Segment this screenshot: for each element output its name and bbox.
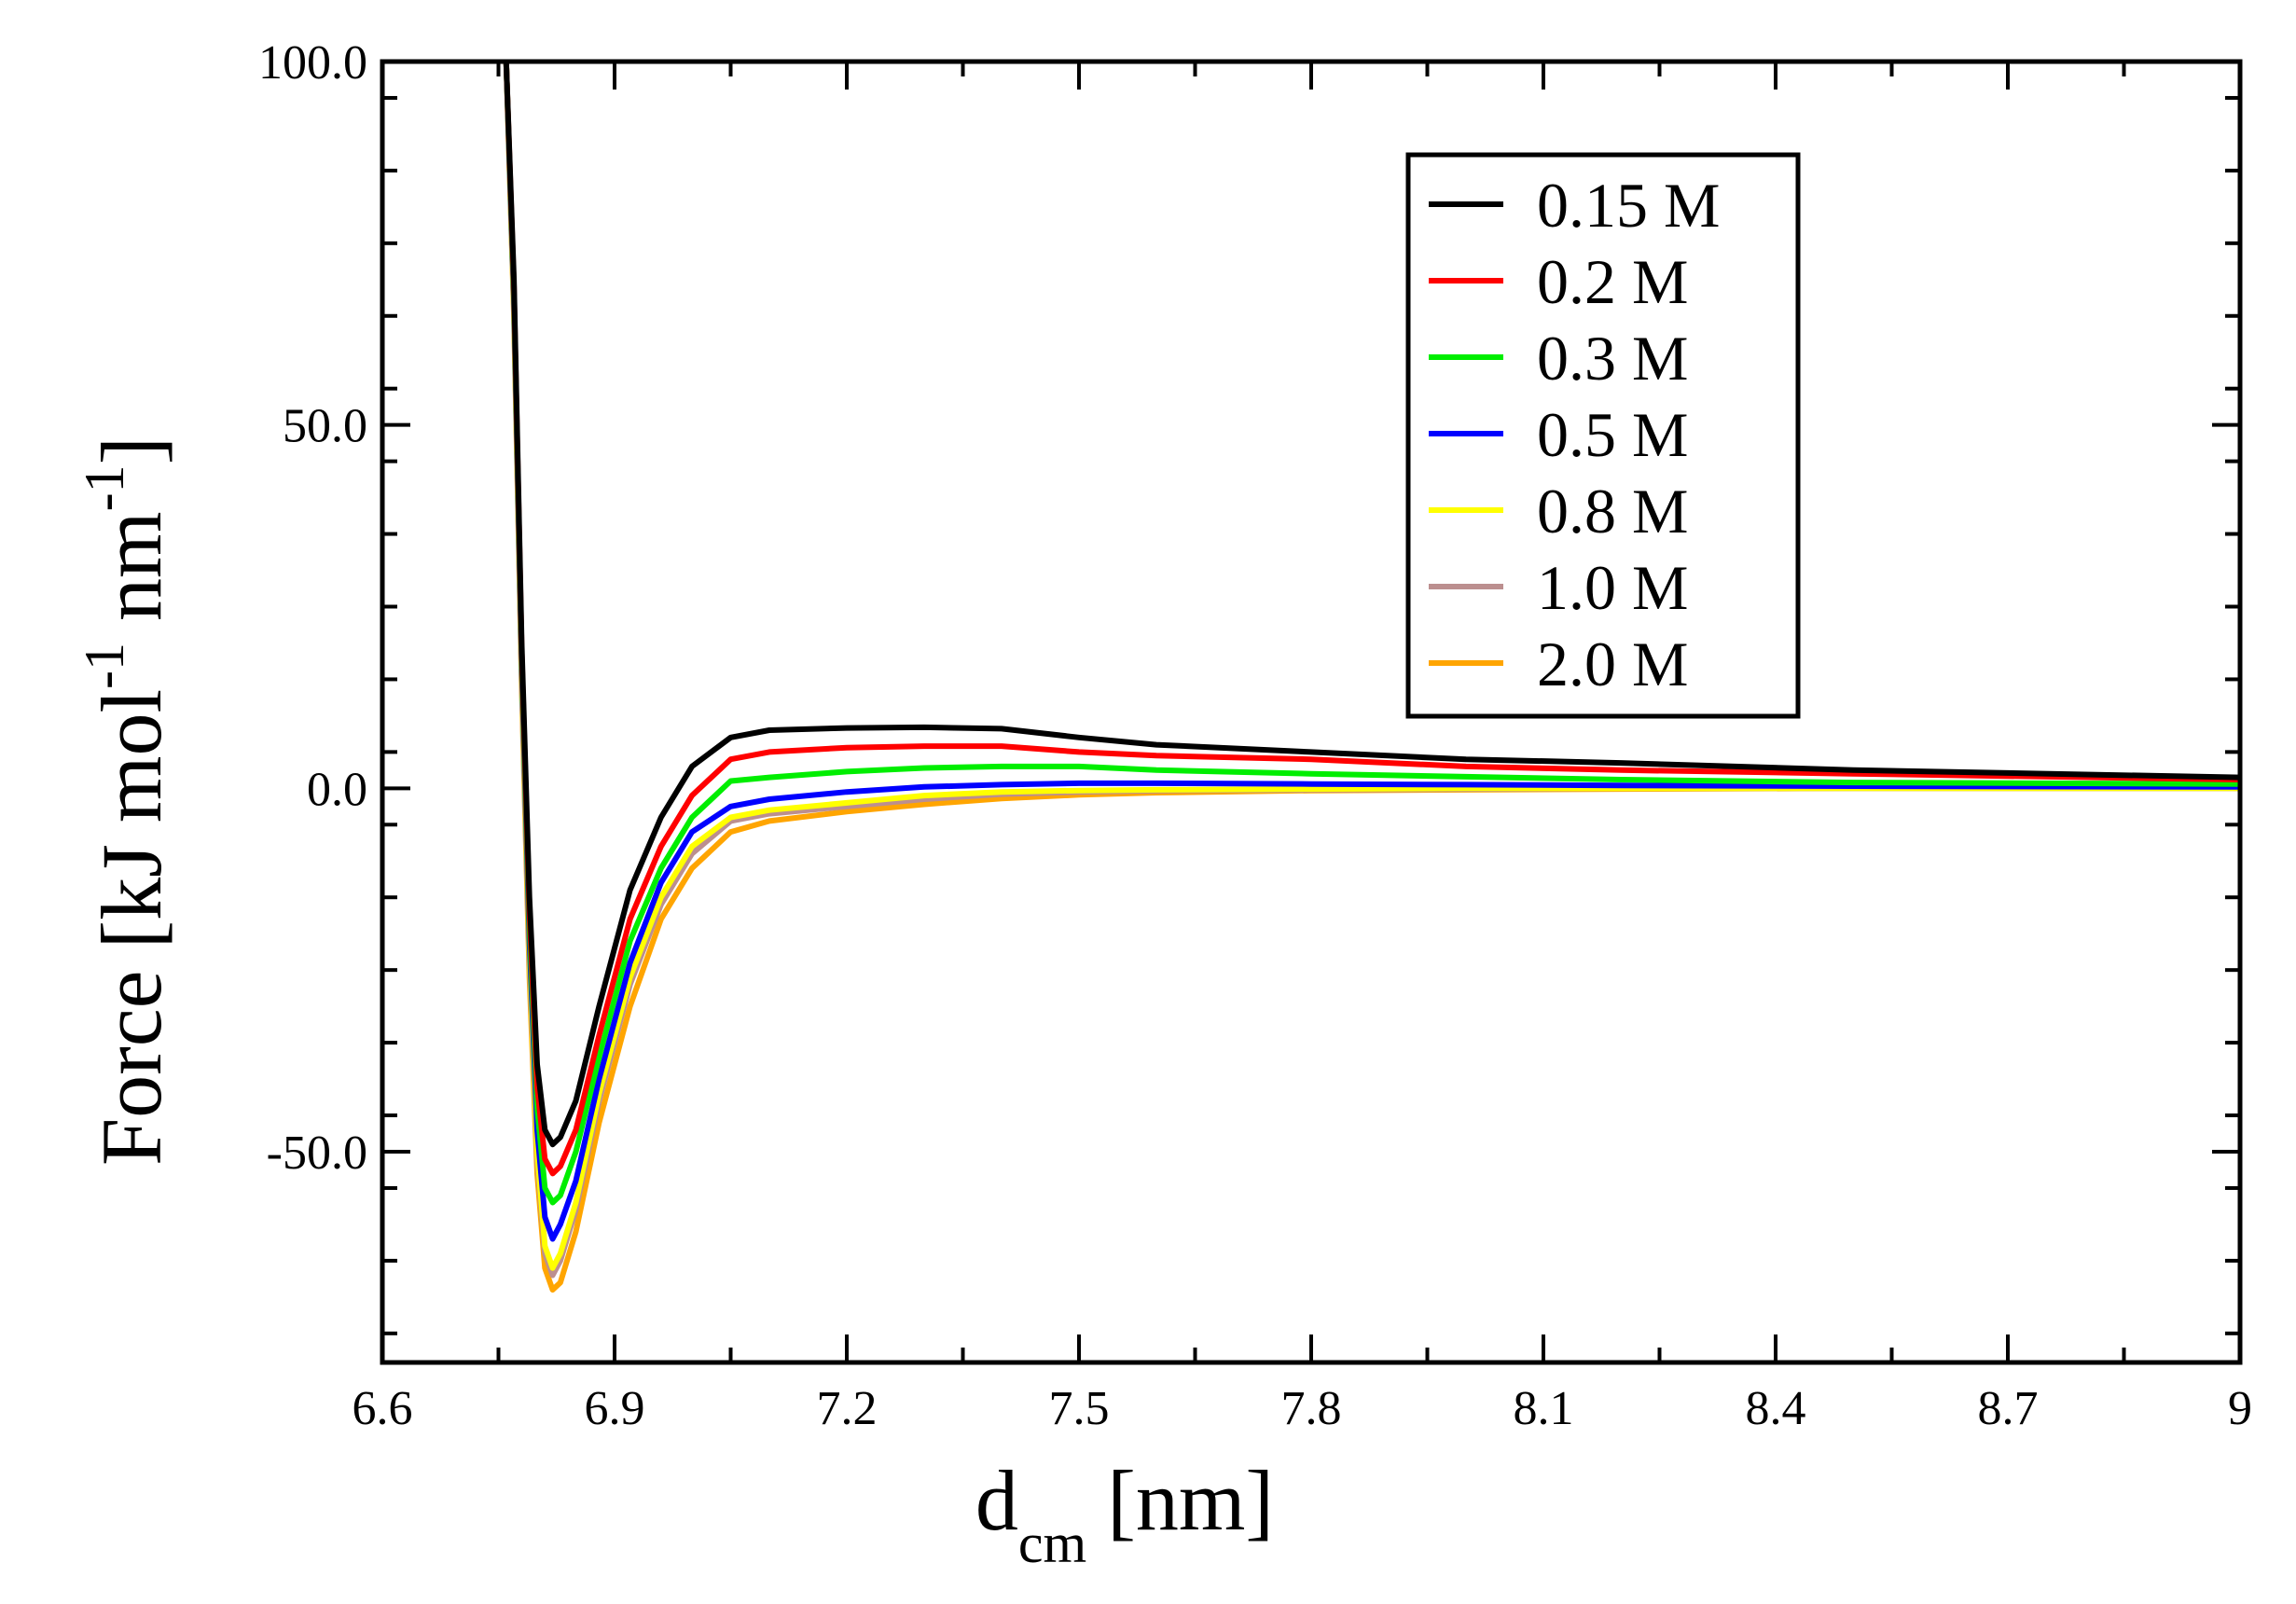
series-line [503, 62, 2240, 1293]
legend-label: 0.2 M [1537, 246, 1688, 317]
legend-label: 0.15 M [1537, 170, 1720, 241]
x-tick-label: 6.6 [353, 1382, 413, 1435]
plot-frame [380, 59, 2243, 1365]
y-tick-label: 100.0 [258, 36, 367, 90]
y-tick-label: 50.0 [283, 400, 367, 453]
series-line [503, 62, 2240, 1148]
x-tick-label: 8.4 [1746, 1382, 1806, 1435]
y-tick-label: -50.0 [267, 1127, 367, 1180]
series-line [503, 62, 2240, 1279]
y-axis-ticks: 100.0 50.0 0.0 -50.0 [258, 36, 2240, 1335]
x-axis-ticks: 6.6 6.9 7.2 7.5 7.8 8.1 8.4 8.7 9 [353, 62, 2252, 1435]
series-line [503, 62, 2240, 1206]
x-tick-label: 7.8 [1281, 1382, 1342, 1435]
legend-label: 1.0 M [1537, 552, 1688, 623]
series-layer [503, 62, 2240, 1293]
series-line [503, 62, 2240, 1242]
legend-label: 0.8 M [1537, 476, 1688, 546]
series-line [503, 62, 2240, 1271]
legend-label: 2.0 M [1537, 629, 1688, 699]
legend: 0.15 M0.2 M0.3 M0.5 M0.8 M1.0 M2.0 M [1405, 152, 1801, 719]
x-tick-label: 8.7 [1978, 1382, 2039, 1435]
x-tick-label: 7.2 [817, 1382, 878, 1435]
y-axis-title: Force [kJ mol-1 nm-1] [74, 436, 179, 1166]
x-tick-label: 6.9 [585, 1382, 645, 1435]
legend-label: 0.5 M [1537, 399, 1688, 470]
x-tick-label: 7.5 [1049, 1382, 1110, 1435]
x-axis-title: dcm [nm] [975, 1453, 1274, 1574]
legend-label: 0.3 M [1537, 323, 1688, 394]
x-tick-label: 8.1 [1514, 1382, 1574, 1435]
y-tick-label: 0.0 [307, 763, 367, 816]
series-line [503, 62, 2240, 1177]
x-tick-label: 9 [2228, 1382, 2252, 1435]
